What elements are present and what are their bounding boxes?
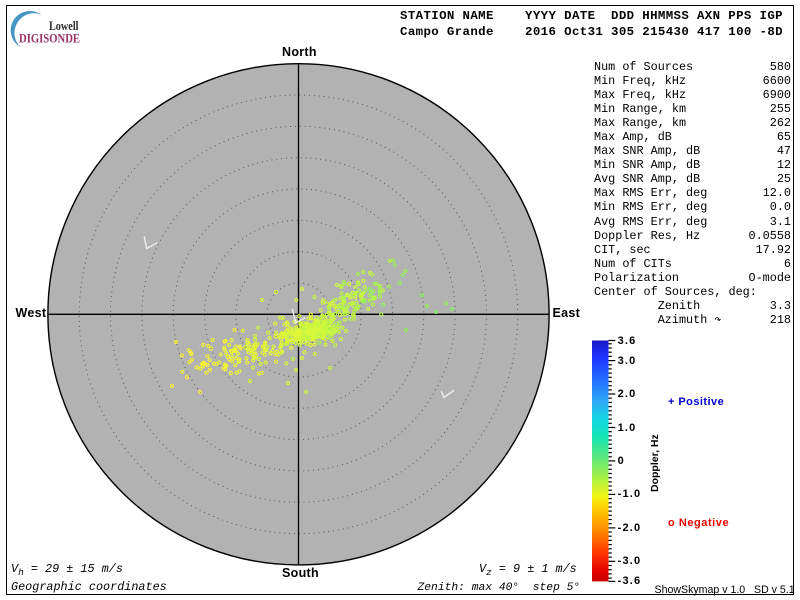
svg-text:Lowell: Lowell: [49, 19, 79, 33]
svg-text:DIGISONDE: DIGISONDE: [19, 32, 80, 46]
